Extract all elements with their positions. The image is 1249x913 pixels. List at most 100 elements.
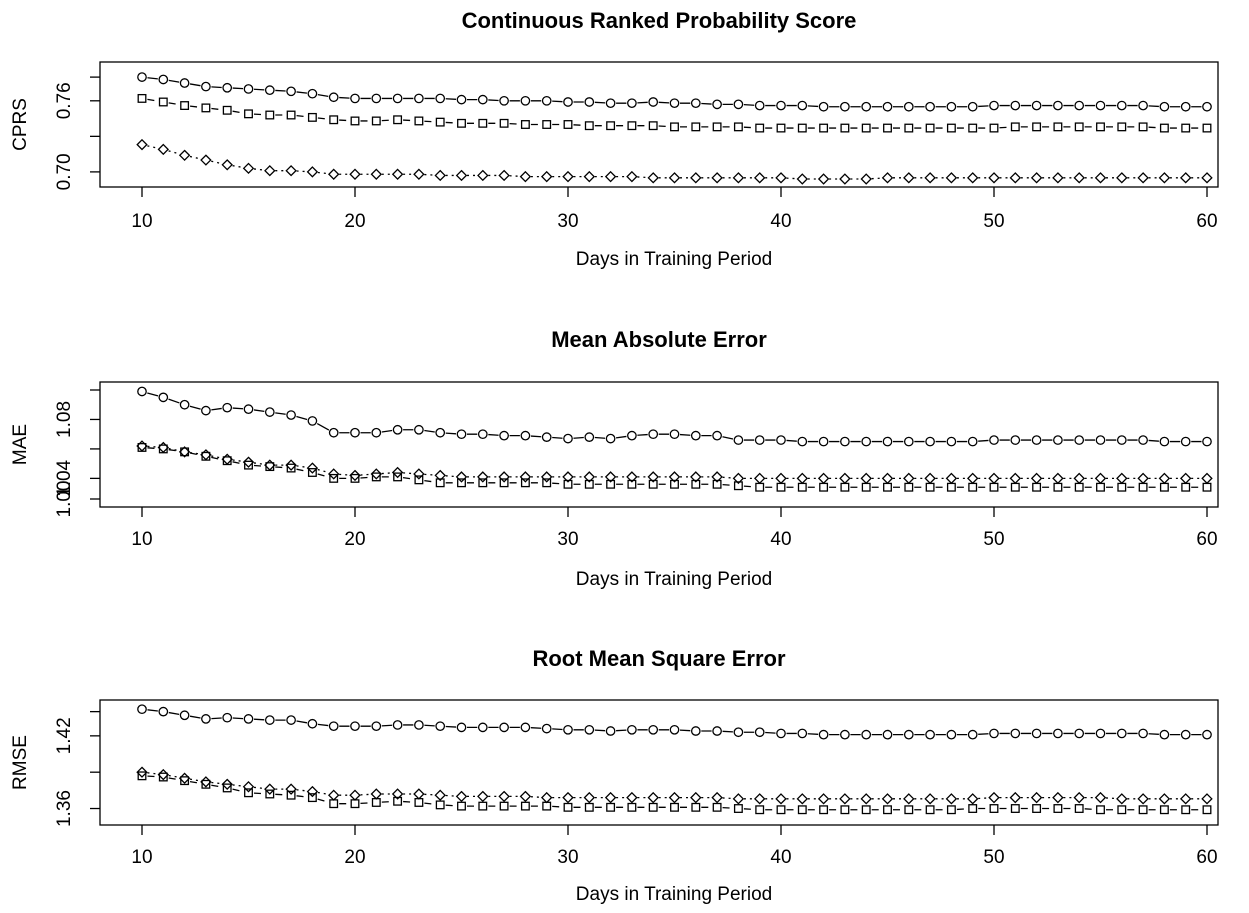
x-tick-label: 30 bbox=[557, 529, 578, 550]
data-point bbox=[881, 793, 894, 805]
data-point bbox=[627, 121, 637, 131]
data-point bbox=[605, 98, 616, 109]
data-point bbox=[1117, 122, 1127, 132]
data-point bbox=[776, 805, 786, 815]
data-point bbox=[286, 110, 296, 120]
data-point bbox=[861, 436, 872, 447]
data-point bbox=[797, 100, 808, 111]
data-point bbox=[414, 424, 424, 435]
data-point bbox=[647, 471, 659, 483]
data-point bbox=[350, 427, 360, 438]
data-point bbox=[583, 170, 596, 183]
data-point bbox=[1010, 435, 1021, 445]
data-point bbox=[583, 791, 596, 804]
data-point bbox=[1138, 482, 1148, 492]
data-point bbox=[840, 482, 850, 492]
data-point bbox=[1010, 122, 1020, 132]
data-point bbox=[904, 482, 914, 492]
data-point bbox=[1201, 472, 1213, 485]
data-point bbox=[904, 805, 914, 815]
data-point bbox=[690, 430, 701, 441]
data-point bbox=[1030, 172, 1043, 184]
data-point bbox=[200, 154, 212, 166]
data-point bbox=[1117, 482, 1127, 492]
data-point bbox=[626, 791, 638, 804]
data-point bbox=[327, 168, 340, 180]
data-point bbox=[136, 138, 148, 151]
data-point bbox=[1052, 791, 1064, 804]
data-point bbox=[840, 729, 850, 740]
data-point bbox=[328, 721, 339, 732]
data-point bbox=[1095, 728, 1106, 739]
x-tick-label: 10 bbox=[131, 211, 152, 232]
data-point bbox=[817, 793, 830, 805]
data-point bbox=[775, 793, 787, 805]
data-point bbox=[1095, 100, 1106, 111]
data-point bbox=[520, 801, 530, 811]
data-point bbox=[903, 101, 914, 112]
data-point bbox=[562, 791, 574, 804]
series-line bbox=[147, 145, 1202, 180]
data-point bbox=[776, 123, 786, 133]
data-point bbox=[627, 724, 637, 735]
data-point bbox=[988, 172, 1000, 184]
data-point bbox=[222, 712, 233, 723]
data-point bbox=[989, 728, 999, 739]
data-point bbox=[286, 463, 296, 473]
data-point bbox=[349, 789, 361, 801]
data-point bbox=[776, 100, 786, 111]
data-point bbox=[648, 479, 658, 489]
data-point bbox=[541, 95, 552, 106]
y-tick-label: 1.08 bbox=[54, 401, 75, 438]
data-point bbox=[1032, 482, 1042, 492]
data-point bbox=[1074, 482, 1084, 492]
data-point bbox=[157, 441, 170, 454]
data-point bbox=[648, 121, 658, 131]
data-point bbox=[329, 799, 339, 809]
data-point bbox=[158, 772, 168, 782]
data-point bbox=[349, 469, 361, 482]
x-tick-label: 50 bbox=[983, 847, 1004, 868]
data-point bbox=[478, 801, 488, 811]
data-point bbox=[499, 118, 509, 128]
data-point bbox=[201, 714, 211, 724]
data-point bbox=[286, 86, 296, 97]
data-point bbox=[1052, 472, 1064, 485]
series-circle bbox=[137, 386, 1212, 447]
data-point bbox=[478, 478, 488, 488]
data-point bbox=[542, 801, 552, 811]
data-point bbox=[499, 478, 509, 488]
x-tick-label: 60 bbox=[1196, 211, 1217, 232]
x-tick-label: 10 bbox=[131, 529, 152, 550]
data-point bbox=[1073, 791, 1085, 804]
data-point bbox=[350, 116, 360, 126]
data-point bbox=[434, 169, 446, 182]
data-point bbox=[414, 116, 424, 126]
y-axis-label: MAE bbox=[10, 424, 31, 465]
data-point bbox=[1159, 101, 1170, 112]
data-point bbox=[413, 788, 425, 800]
data-point bbox=[753, 472, 766, 485]
data-point bbox=[307, 468, 317, 477]
data-point bbox=[285, 783, 297, 795]
data-point bbox=[584, 802, 594, 812]
data-point bbox=[839, 793, 851, 805]
data-point bbox=[583, 471, 596, 483]
data-point bbox=[1180, 436, 1191, 447]
data-point bbox=[542, 120, 552, 129]
data-point bbox=[413, 168, 425, 180]
data-point bbox=[136, 440, 148, 452]
data-point bbox=[946, 805, 956, 815]
data-point bbox=[989, 100, 999, 111]
data-point bbox=[711, 172, 723, 184]
data-point bbox=[1116, 435, 1127, 445]
data-point bbox=[158, 392, 169, 403]
data-point bbox=[1116, 472, 1128, 485]
chart-panel-3: Root Mean Square Error 10 20 30 40 50 60 Days i… bbox=[10, 646, 1219, 905]
data-point bbox=[264, 164, 276, 177]
data-point bbox=[1053, 482, 1063, 492]
data-point bbox=[1117, 805, 1127, 815]
data-point bbox=[1158, 472, 1171, 485]
data-point bbox=[1009, 791, 1022, 804]
x-tick-label: 40 bbox=[770, 847, 791, 868]
